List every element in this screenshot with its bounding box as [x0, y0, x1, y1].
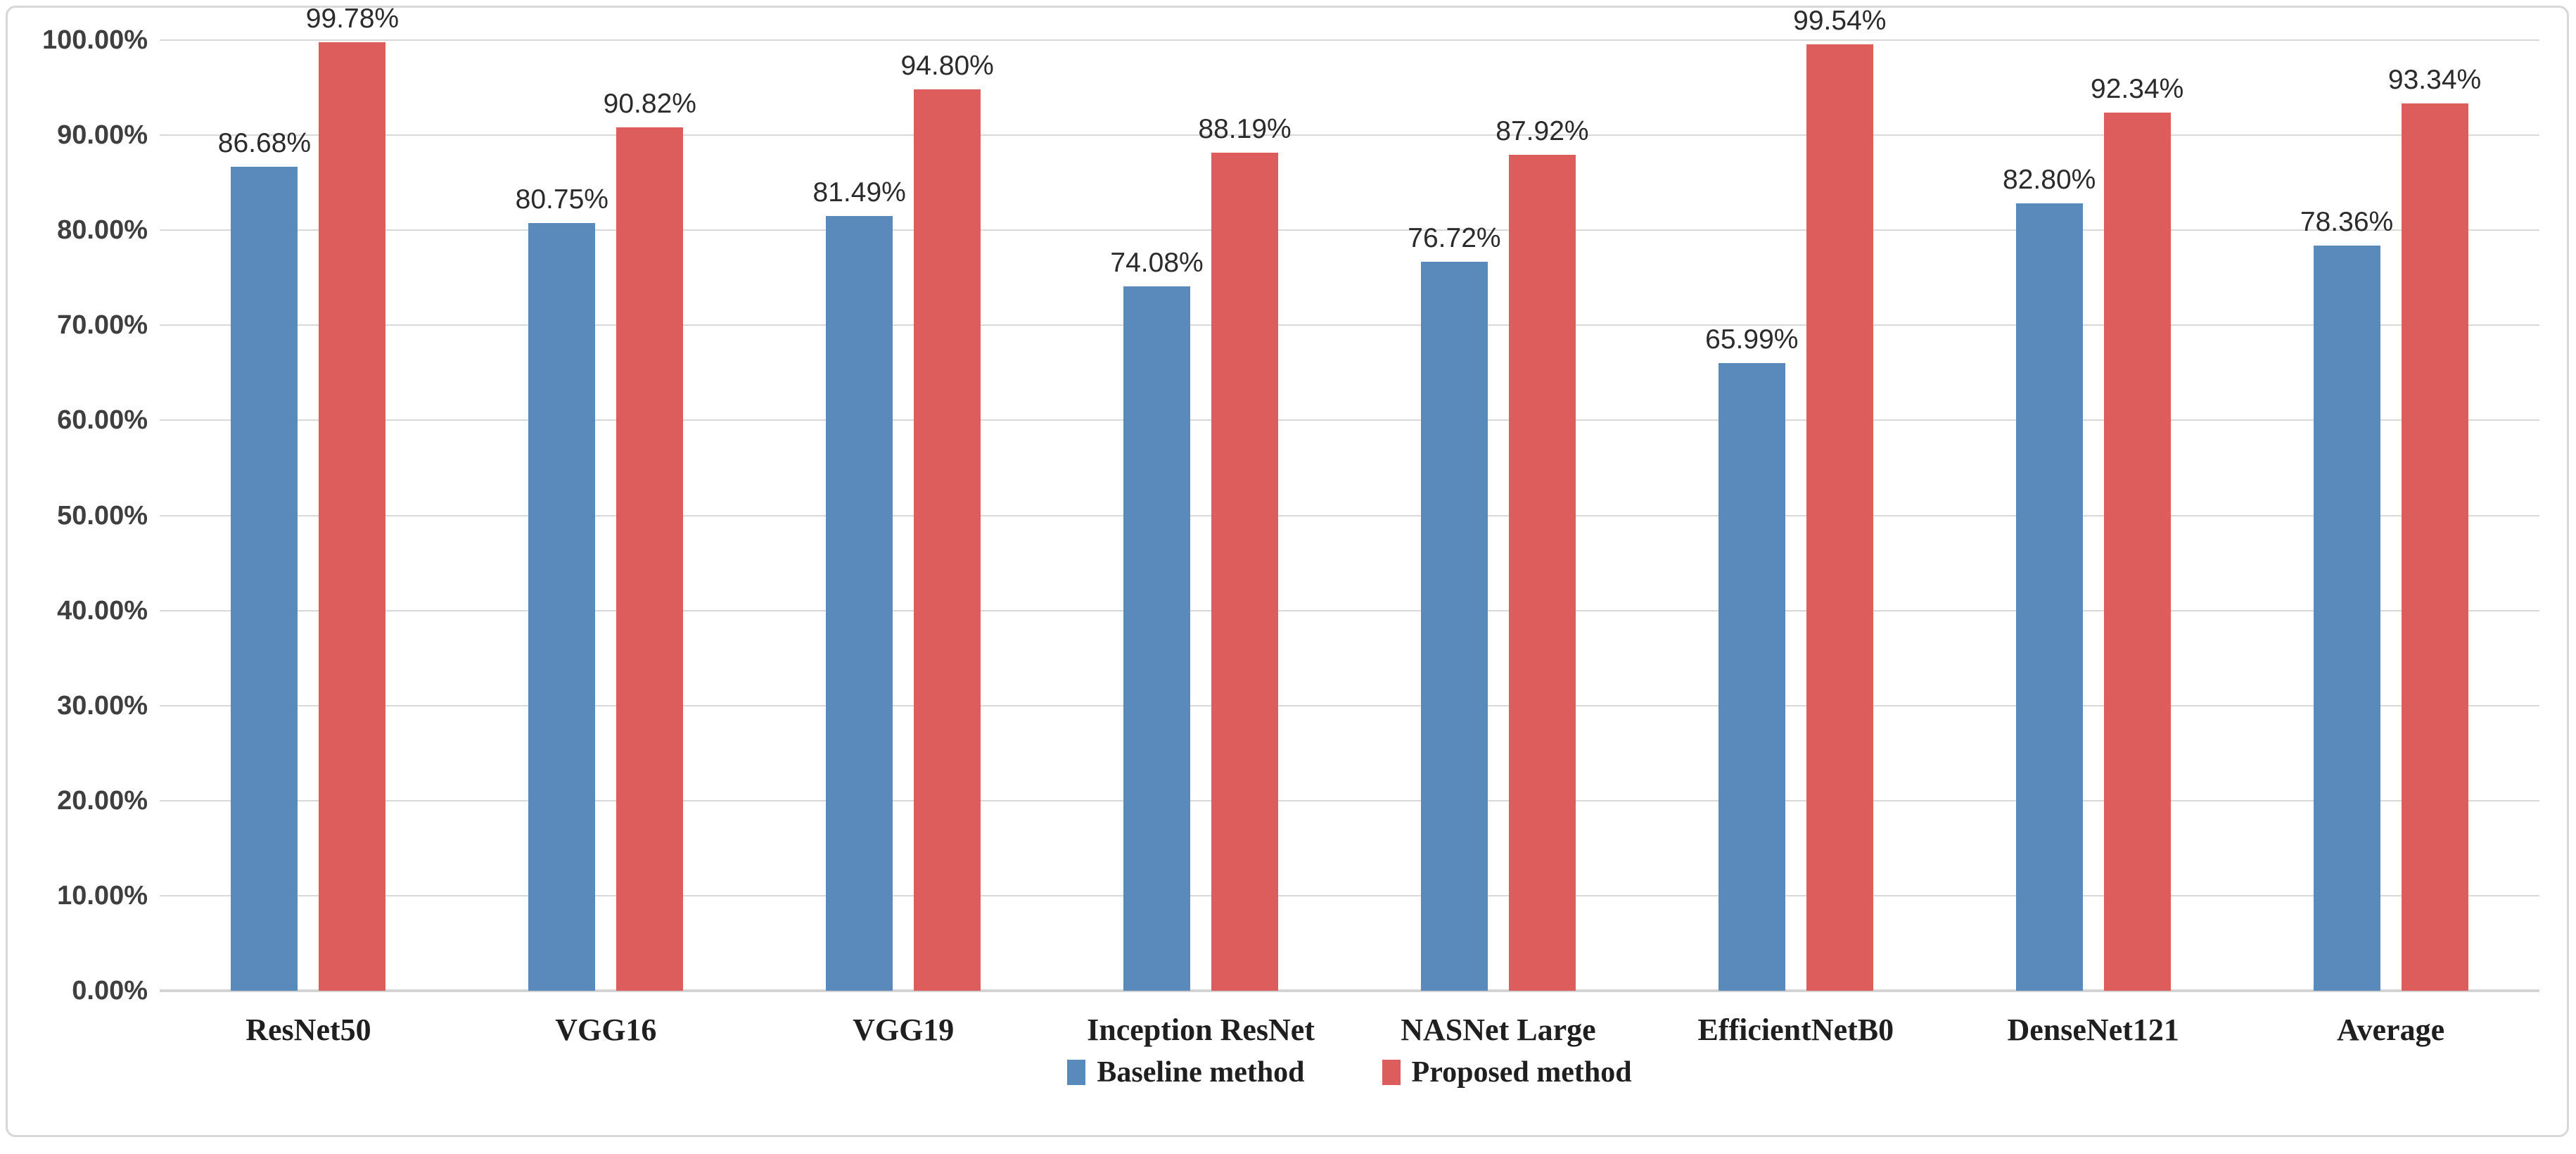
y-axis-tick-label: 40.00%	[57, 595, 148, 626]
value-label-baseline-method-densenet121: 82.80%	[2003, 165, 2096, 196]
bar-baseline-method-vgg16	[528, 223, 596, 991]
horizontal-gridline	[160, 324, 2539, 326]
value-label-proposed-method-resnet50: 99.78%	[305, 3, 400, 34]
bar-proposed-method-vgg19	[914, 89, 981, 991]
bar-proposed-method-nasnet-large	[1508, 155, 1576, 991]
value-label-baseline-method-resnet50: 86.68%	[217, 127, 312, 158]
bar-baseline-method-inception-resnet	[1123, 286, 1191, 991]
bar-proposed-method-resnet50	[319, 42, 386, 991]
value-label-baseline-method-vgg19: 81.49%	[812, 177, 906, 208]
category-label-average: Average	[2337, 1013, 2445, 1047]
value-label-proposed-method-inception-resnet: 88.19%	[1198, 113, 1292, 144]
y-axis-tick-label: 50.00%	[57, 500, 148, 531]
y-axis-tick-label: 30.00%	[57, 690, 148, 721]
y-axis-tick-label: 0.00%	[72, 976, 148, 1006]
category-label-resnet50: ResNet50	[246, 1013, 371, 1047]
bar-baseline-method-efficientnetb0	[1718, 363, 1785, 991]
legend-label: Baseline method	[1097, 1056, 1305, 1089]
horizontal-gridline	[160, 229, 2539, 232]
y-axis-tick-label: 100.00%	[42, 25, 148, 55]
bar-baseline-method-vgg19	[826, 216, 893, 991]
bar-baseline-method-average	[2313, 246, 2380, 991]
value-label-proposed-method-average: 93.34%	[2387, 64, 2482, 95]
category-label-vgg16: VGG16	[555, 1013, 657, 1047]
value-label-proposed-method-efficientnetb0: 99.54%	[1793, 6, 1887, 37]
bar-proposed-method-average	[2401, 103, 2468, 991]
legend-swatch-icon	[1067, 1060, 1086, 1085]
horizontal-gridline	[160, 514, 2539, 516]
category-label-efficientnetb0: EfficientNetB0	[1697, 1013, 1894, 1047]
horizontal-gridline	[160, 39, 2539, 41]
value-label-baseline-method-efficientnetb0: 65.99%	[1705, 324, 1799, 355]
value-label-baseline-method-average: 78.36%	[2300, 207, 2394, 238]
y-axis-tick-label: 80.00%	[57, 215, 148, 246]
bar-proposed-method-densenet121	[2103, 113, 2171, 991]
value-label-proposed-method-vgg19: 94.80%	[900, 51, 994, 82]
horizontal-gridline	[160, 799, 2539, 801]
bar-baseline-method-nasnet-large	[1420, 261, 1488, 991]
value-label-baseline-method-vgg16: 80.75%	[515, 184, 608, 215]
legend-label: Proposed method	[1411, 1056, 1632, 1089]
legend-swatch-icon	[1382, 1060, 1401, 1085]
legend: Baseline method Proposed method	[160, 1055, 2539, 1089]
y-axis-tick-label: 10.00%	[57, 880, 148, 911]
bar-proposed-method-inception-resnet	[1211, 152, 1279, 991]
bar-baseline-method-resnet50	[231, 166, 298, 991]
legend-item-baseline-method: Baseline method	[1067, 1055, 1305, 1089]
bar-proposed-method-efficientnetb0	[1806, 44, 1873, 991]
category-label-densenet121: DenseNet121	[2007, 1013, 2179, 1047]
horizontal-gridline	[160, 609, 2539, 611]
value-label-baseline-method-nasnet-large: 76.72%	[1408, 222, 1501, 253]
horizontal-gridline	[160, 894, 2539, 896]
value-label-proposed-method-nasnet-large: 87.92%	[1496, 116, 1589, 147]
value-label-proposed-method-densenet121: 92.34%	[2091, 74, 2184, 105]
y-axis-tick-label: 20.00%	[57, 785, 148, 816]
category-label-inception-resnet: Inception ResNet	[1087, 1013, 1315, 1047]
legend-item-proposed-method: Proposed method	[1382, 1055, 1632, 1089]
bar-baseline-method-densenet121	[2015, 203, 2083, 991]
y-axis-tick-label: 60.00%	[57, 405, 148, 436]
horizontal-gridline	[160, 134, 2539, 137]
bar-proposed-method-vgg16	[616, 127, 684, 991]
horizontal-gridline	[160, 419, 2539, 421]
category-label-vgg19: VGG19	[853, 1013, 955, 1047]
y-axis-tick-label: 90.00%	[57, 120, 148, 151]
x-axis-line	[160, 989, 2539, 992]
chart-frame	[6, 6, 2569, 1137]
value-label-baseline-method-inception-resnet: 74.08%	[1110, 248, 1204, 279]
category-label-nasnet-large: NASNet Large	[1401, 1013, 1596, 1047]
y-axis-tick-label: 70.00%	[57, 310, 148, 341]
horizontal-gridline	[160, 704, 2539, 706]
value-label-proposed-method-vgg16: 90.82%	[603, 89, 696, 120]
